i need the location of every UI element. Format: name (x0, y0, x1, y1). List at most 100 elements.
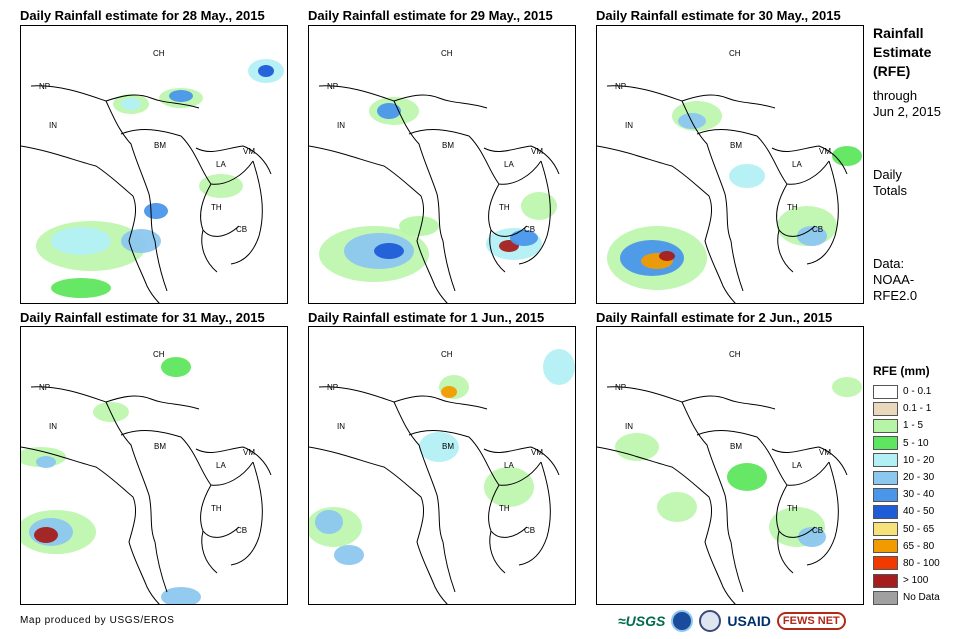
legend-swatch (873, 384, 898, 399)
legend-label: No Data (903, 592, 940, 604)
country-border (518, 461, 551, 566)
country-label: CB (236, 225, 247, 234)
legend-item: 10 - 20 (873, 452, 940, 469)
country-label: LA (216, 160, 226, 169)
country-label: CB (812, 225, 823, 234)
panel-title-6: Daily Rainfall estimate for 2 Jun., 2015 (596, 310, 833, 325)
rain-area (121, 98, 141, 110)
country-border (318, 85, 488, 109)
country-label: TH (211, 504, 222, 513)
usgs-logo: ≈USGS (618, 613, 666, 629)
legend-swatch (873, 522, 898, 537)
country-border (606, 85, 776, 109)
rain-area (144, 203, 168, 219)
map-canvas: CH NP IN BM LA VM TH CB (21, 49, 284, 303)
country-border (408, 129, 470, 137)
country-label: CH (441, 350, 453, 359)
country-label: BM (154, 442, 166, 451)
legend-item: 0 - 0.1 (873, 383, 940, 400)
country-label: VM (819, 147, 831, 156)
legend-label: 30 - 40 (903, 489, 935, 501)
country-border (201, 530, 218, 574)
country-label: TH (499, 203, 510, 212)
rainfall-map-5: CH NP IN BM LA VM TH CB (308, 326, 576, 605)
rainfall-map-1: CH NP IN BM LA VM TH CB (20, 25, 288, 304)
legend-swatch (873, 453, 898, 468)
data-source: Data: NOAA- RFE2.0 (873, 256, 918, 303)
legend-label: 0 - 0.1 (903, 386, 932, 398)
country-label: IN (625, 121, 633, 130)
rain-area (377, 103, 401, 119)
legend-swatch (873, 504, 898, 519)
rain-area (315, 510, 343, 534)
country-border (408, 430, 470, 438)
country-label: CH (729, 350, 741, 359)
legend: 0 - 0.1 0.1 - 1 1 - 5 5 - 10 10 - 20 20 - 30 3… (873, 383, 940, 606)
usaid-logo: USAID (727, 613, 771, 629)
panel-title-3: Daily Rainfall estimate for 30 May., 201… (596, 8, 841, 23)
legend-item: 5 - 10 (873, 435, 940, 452)
country-label: BM (442, 141, 454, 150)
legend-swatch (873, 487, 898, 502)
legend-label: 80 - 100 (903, 557, 940, 569)
country-label: LA (792, 160, 802, 169)
country-border (483, 446, 560, 476)
country-label: BM (730, 442, 742, 451)
country-border (489, 229, 506, 273)
legend-item: 40 - 50 (873, 503, 940, 520)
legend-swatch (873, 418, 898, 433)
country-border (771, 145, 848, 175)
country-border (30, 85, 200, 109)
noaa-logo (671, 610, 694, 632)
country-label: LA (216, 461, 226, 470)
country-border (730, 240, 744, 292)
country-label: CB (236, 526, 247, 535)
agency-seal-logo (699, 610, 722, 632)
country-label: TH (211, 203, 222, 212)
country-label: NP (615, 383, 626, 392)
date-range: through Jun 2, 2015 (873, 88, 941, 119)
country-border (442, 240, 456, 292)
country-label: NP (327, 383, 338, 392)
country-label: IN (625, 422, 633, 431)
country-label: NP (39, 383, 50, 392)
legend-label: 20 - 30 (903, 472, 935, 484)
country-label: CB (812, 526, 823, 535)
country-border (518, 160, 551, 265)
rain-area (441, 386, 457, 398)
country-border (195, 145, 272, 175)
rain-area (521, 192, 557, 220)
country-label: LA (792, 461, 802, 470)
coastline (309, 145, 448, 303)
legend-item: No Data (873, 589, 940, 606)
fews-net-logo: FEWS NET (776, 612, 846, 630)
country-border (681, 100, 732, 242)
country-label: VM (243, 147, 255, 156)
country-border (154, 541, 168, 593)
country-border (393, 100, 444, 242)
country-border (696, 129, 758, 137)
legend-label: 65 - 80 (903, 540, 935, 552)
legend-label: 50 - 65 (903, 523, 935, 535)
map-credit: Map produced by USGS/EROS (20, 615, 175, 626)
legend-item: 20 - 30 (873, 469, 940, 486)
country-label: VM (531, 448, 543, 457)
rain-area (484, 467, 534, 507)
legend-swatch (873, 539, 898, 554)
country-border (120, 129, 182, 137)
country-border (483, 145, 560, 175)
country-border (696, 430, 758, 438)
country-label: BM (730, 141, 742, 150)
country-border (771, 446, 848, 476)
legend-swatch (873, 556, 898, 571)
country-border (230, 461, 263, 566)
legend-swatch (873, 590, 898, 605)
country-label: VM (531, 147, 543, 156)
rain-area (399, 216, 439, 236)
legend-label: 5 - 10 (903, 437, 929, 449)
rain-area (169, 90, 193, 102)
rainfall-map-3: CH NP IN BM LA VM TH CB (596, 25, 864, 304)
country-label: BM (442, 442, 454, 451)
country-border (442, 541, 456, 593)
country-label: CH (153, 350, 165, 359)
